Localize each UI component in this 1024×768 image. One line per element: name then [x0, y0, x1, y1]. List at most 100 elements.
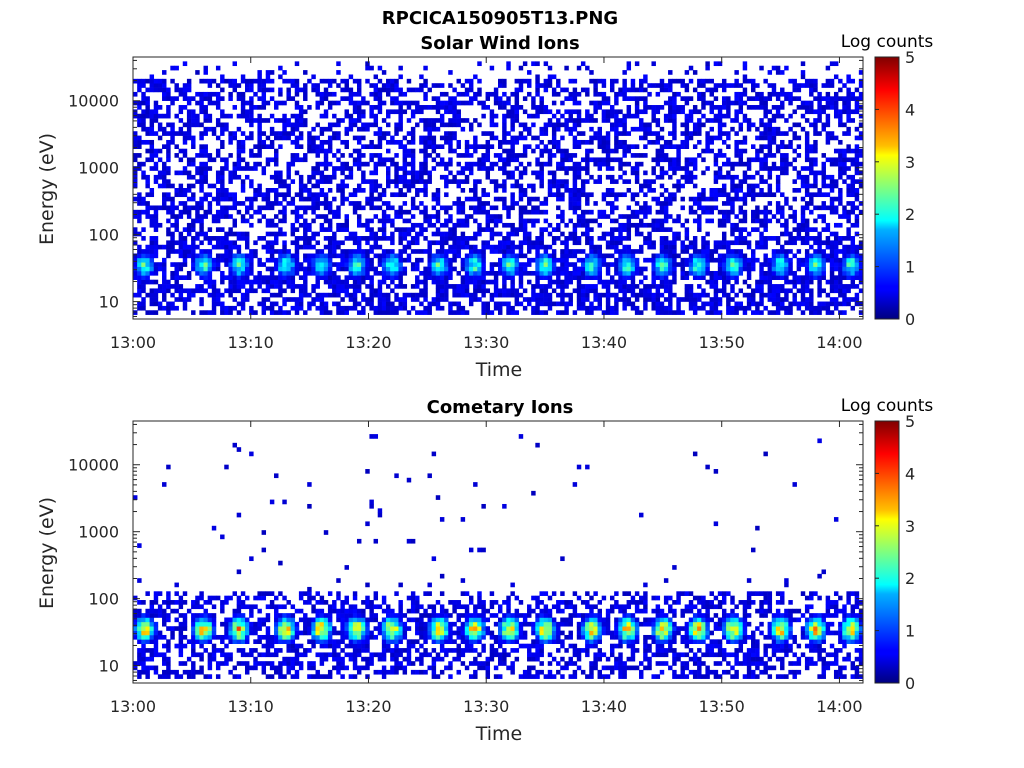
heatmap-cell [199, 188, 204, 193]
heatmap-cell [601, 214, 607, 219]
heatmap-cell [286, 297, 291, 302]
heatmap-cell [327, 279, 333, 285]
heatmap-cell [481, 257, 486, 263]
heatmap-cell [410, 183, 416, 189]
heatmap-cell [531, 205, 536, 211]
heatmap-cell [767, 70, 773, 75]
heatmap-cell [510, 288, 515, 294]
heatmap-cell [373, 188, 379, 193]
heatmap-cell [775, 109, 781, 115]
heatmap-cell [493, 301, 499, 307]
heatmap-cell [605, 284, 611, 289]
heatmap-cell [137, 87, 142, 93]
heatmap-cell [178, 292, 184, 298]
heatmap-cell [178, 105, 184, 110]
heatmap-cell [261, 78, 267, 84]
heatmap-cell [771, 253, 777, 259]
heatmap-cell [742, 113, 748, 119]
heatmap-cell [639, 83, 644, 88]
heatmap-cell [344, 257, 349, 263]
heatmap-cell [195, 231, 200, 237]
heatmap-cell [477, 201, 482, 206]
heatmap-cell [730, 253, 735, 259]
heatmap-cell [286, 310, 291, 315]
heatmap-cell [153, 214, 159, 219]
heatmap-cell [340, 166, 345, 171]
heatmap-cell [348, 305, 354, 311]
heatmap-cell [784, 240, 789, 246]
heatmap-cell [199, 253, 204, 259]
heatmap-cell [244, 135, 250, 141]
heatmap-cell [668, 297, 673, 302]
heatmap-cell [332, 231, 337, 237]
heatmap-cell [531, 209, 536, 215]
heatmap-cell [178, 183, 184, 189]
heatmap-cell [402, 227, 408, 232]
heatmap-cell [199, 166, 204, 171]
heatmap-cell [199, 196, 204, 202]
heatmap-cell [780, 249, 785, 254]
heatmap-cell [319, 301, 325, 307]
heatmap-cell [195, 91, 200, 97]
heatmap-cell [535, 205, 540, 211]
heatmap-cell [634, 270, 640, 276]
heatmap-cell [759, 301, 764, 307]
heatmap-cell [713, 240, 719, 246]
heatmap-cell [369, 122, 374, 128]
heatmap-cell [390, 240, 395, 246]
heatmap-cell [149, 188, 155, 193]
heatmap-cell [456, 292, 461, 298]
heatmap-cell [427, 170, 432, 176]
heatmap-cell [680, 310, 685, 315]
heatmap-cell [713, 288, 719, 294]
heatmap-cell [622, 305, 627, 311]
heatmap-cell [730, 227, 735, 232]
heatmap-cell [348, 201, 354, 206]
heatmap-cell [622, 144, 627, 149]
heatmap-cell [676, 148, 681, 154]
heatmap-cell [734, 78, 739, 84]
heatmap-cell [294, 240, 300, 246]
heatmap-cell [663, 244, 669, 250]
heatmap-cell [323, 218, 329, 224]
heatmap-cell [576, 305, 582, 311]
heatmap-cell [336, 214, 341, 219]
heatmap-cell [294, 270, 300, 276]
heatmap-cell [473, 135, 478, 141]
heatmap-cell [576, 270, 582, 276]
heatmap-cell [630, 301, 636, 307]
heatmap-cell [394, 78, 399, 84]
heatmap-cell [157, 105, 163, 110]
heatmap-cell [215, 188, 221, 193]
heatmap-cell [655, 83, 661, 88]
heatmap-cell [510, 109, 515, 115]
heatmap-cell [547, 183, 553, 189]
heatmap-cell [464, 257, 470, 263]
heatmap-cell [460, 236, 466, 241]
heatmap-cell [307, 148, 312, 154]
heatmap-cell [676, 109, 681, 115]
heatmap-cell [493, 231, 499, 237]
heatmap-cell [431, 266, 437, 272]
heatmap-cell [771, 153, 777, 158]
heatmap-cell [332, 284, 337, 289]
heatmap-cell [705, 218, 710, 224]
heatmap-cell [601, 284, 607, 289]
heatmap-cell [390, 135, 395, 141]
heatmap-cell [643, 266, 648, 272]
heatmap-cell [535, 253, 540, 259]
heatmap-cell [220, 139, 225, 145]
heatmap-cell [473, 218, 478, 224]
heatmap-cell [589, 253, 594, 259]
heatmap-cell [514, 301, 520, 307]
heatmap-cell [701, 270, 706, 276]
heatmap-cell [186, 227, 192, 232]
heatmap-cell [149, 249, 155, 254]
heatmap-cell [456, 144, 461, 149]
heatmap-cell [717, 105, 723, 110]
heatmap-cell [775, 96, 781, 101]
heatmap-cell [215, 266, 221, 272]
heatmap-cell [195, 244, 200, 250]
heatmap-cell [792, 148, 797, 154]
heatmap-cell [298, 305, 304, 311]
